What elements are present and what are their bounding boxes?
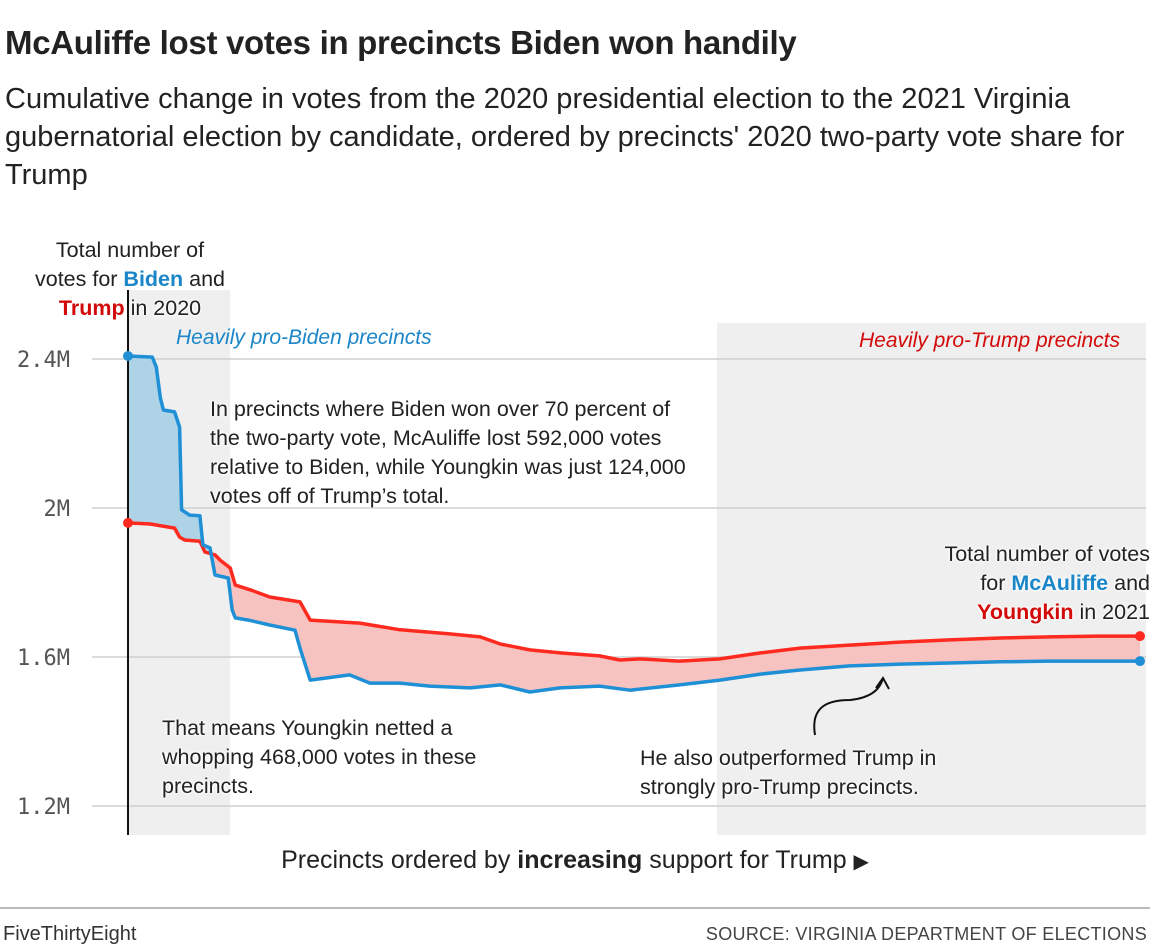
x-label-text: support for Trump <box>642 846 847 874</box>
y-tick-label: 1.2M <box>17 795 70 820</box>
band-label-biden: Heavily pro-Biden precincts <box>176 326 432 349</box>
end-point-biden <box>1135 656 1145 667</box>
source-note: SOURCE: VIRGINIA DEPARTMENT OF ELECTIONS <box>705 924 1147 944</box>
annotation-text: Total number of votes <box>944 542 1150 566</box>
youngkin-label: Youngkin <box>977 600 1074 624</box>
x-label-text: Precincts ordered by <box>281 846 518 874</box>
y-tick-label: 2.4M <box>17 348 70 373</box>
end-point-trump <box>1135 631 1145 642</box>
shaded-band <box>716 323 1146 835</box>
x-label-bold: increasing <box>517 846 643 874</box>
series-line-trump-youngkin <box>127 521 1140 663</box>
arrow-head-icon <box>875 676 890 690</box>
chart-subtitle: Cumulative change in votes from the 2020… <box>5 83 1125 191</box>
biden-precincts-note: In precincts where Biden won over 70 per… <box>210 397 686 508</box>
triangle-right-icon: ▶ <box>853 851 869 873</box>
trump-label: Trump <box>58 296 125 320</box>
annotation-text: in 2021 <box>1073 600 1150 624</box>
annotation-text: and <box>1108 571 1150 595</box>
start-annotation: Total number of votes for Biden and Trum… <box>0 236 260 323</box>
trump-precincts-note: He also outperformed Trump in strongly p… <box>640 746 937 799</box>
y-tick-label: 2M <box>44 497 71 522</box>
chart-title: McAuliffe lost votes in precincts Biden … <box>5 24 797 61</box>
brand-logo: FiveThirtyEight <box>3 923 137 945</box>
start-point-trump <box>123 517 133 528</box>
y-tick-label: 1.6M <box>17 646 70 671</box>
x-axis-label: Precincts ordered by increasing support … <box>0 846 1150 875</box>
start-point-biden <box>123 351 133 362</box>
annotation-text: in 2020 <box>124 296 202 320</box>
youngkin-gain-area <box>128 522 1140 692</box>
end-annotation: Total number of votes for McAuliffe and … <box>850 540 1150 627</box>
series-line-biden-mcauliffe <box>127 354 1140 694</box>
annotation-arrow <box>813 677 884 736</box>
footer-divider <box>0 907 1150 909</box>
annotation-text: for <box>980 571 1012 595</box>
annotation-text: and <box>183 267 226 291</box>
band-label-trump: Heavily pro-Trump precincts <box>858 329 1120 352</box>
annotation-text: Total number of <box>55 238 205 262</box>
net-votes-note: That means Youngkin netted a whopping 46… <box>162 716 477 798</box>
annotation-text: votes for <box>34 267 124 291</box>
biden-label: Biden <box>123 267 184 291</box>
mcauliffe-label: McAuliffe <box>1011 571 1109 595</box>
